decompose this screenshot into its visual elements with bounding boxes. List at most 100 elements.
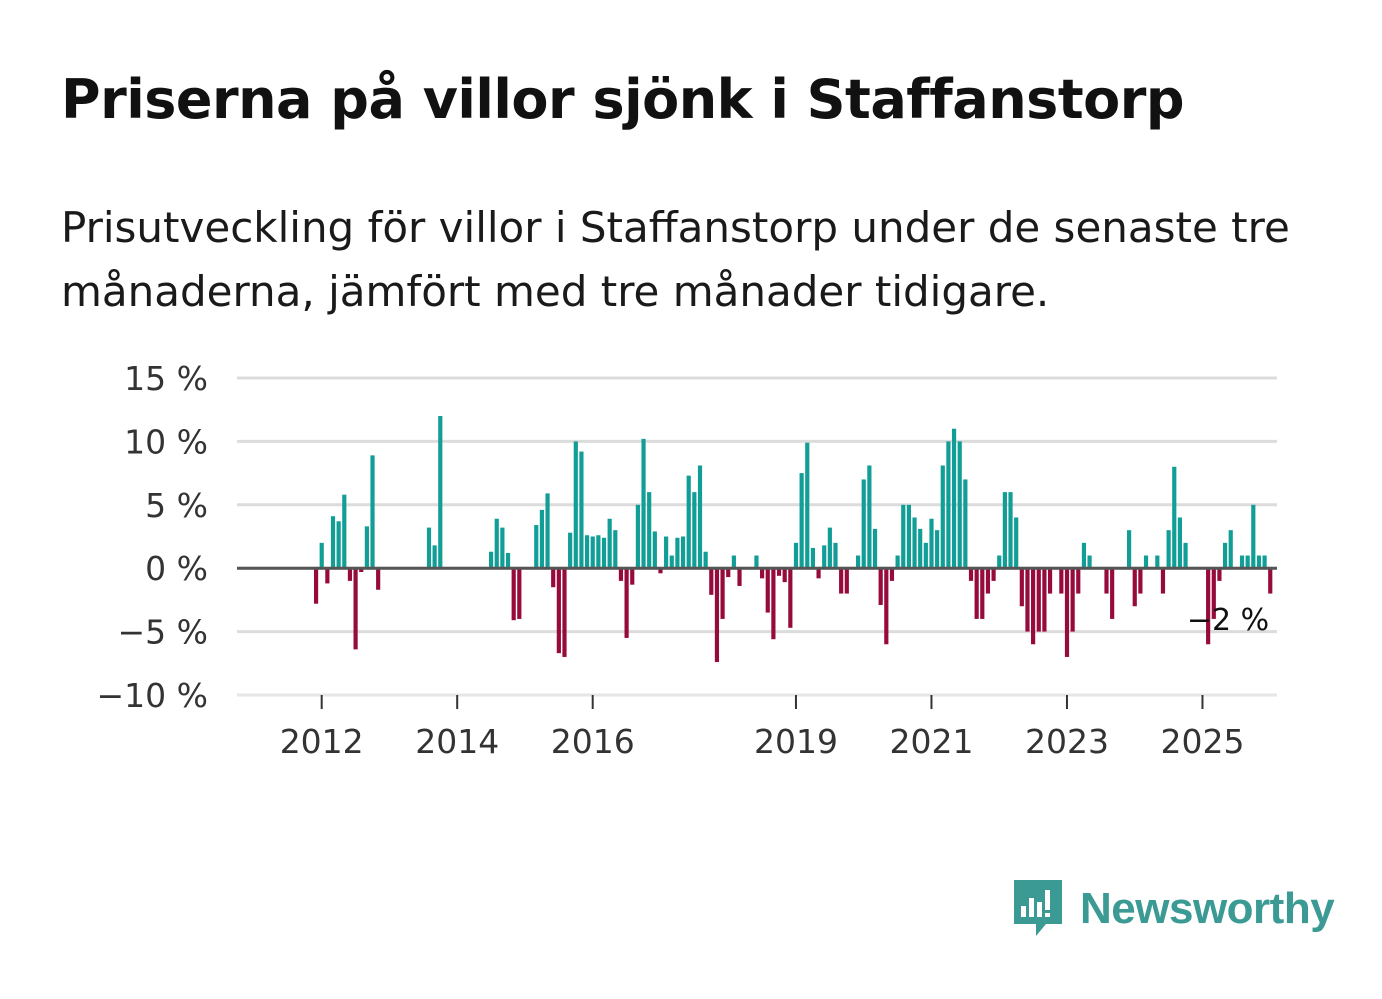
bar — [517, 568, 522, 619]
newsworthy-logo-icon — [1014, 880, 1062, 936]
last-value-label: −2 % — [1187, 603, 1269, 638]
bar — [816, 568, 821, 579]
bar — [799, 473, 804, 569]
bar — [669, 555, 674, 569]
bar — [1031, 568, 1036, 645]
bar — [884, 568, 889, 645]
x-axis: 2012 2014 2016 2019 2021 2023 2025 — [280, 695, 1244, 761]
bar — [1047, 568, 1053, 594]
bar — [1143, 555, 1149, 569]
bar — [364, 526, 369, 569]
bar — [737, 568, 742, 586]
bar — [1245, 555, 1250, 569]
bar — [539, 509, 544, 569]
bar — [940, 465, 945, 569]
bar — [980, 568, 985, 619]
bar — [511, 568, 516, 621]
x-tick-label: 2021 — [889, 722, 973, 761]
bar — [935, 530, 940, 569]
bar — [1256, 555, 1262, 569]
bar — [923, 542, 928, 569]
bar — [1008, 492, 1013, 569]
bar — [856, 555, 861, 569]
bar — [1160, 568, 1166, 594]
bar — [1087, 555, 1092, 569]
bar — [494, 518, 499, 569]
y-tick-label: −5 % — [118, 613, 209, 652]
bar — [1110, 568, 1115, 619]
y-tick-label: −10 % — [97, 676, 209, 715]
bar — [861, 479, 866, 569]
bar — [686, 475, 691, 569]
bar — [568, 532, 573, 569]
bar — [551, 568, 556, 588]
x-tick-label: 2025 — [1160, 722, 1244, 761]
bar — [573, 441, 578, 569]
bar — [1070, 568, 1075, 632]
bar — [319, 542, 324, 569]
bar — [703, 551, 708, 569]
bar — [1251, 504, 1256, 569]
bar — [1166, 530, 1171, 569]
bar — [432, 545, 437, 569]
bar — [788, 568, 793, 628]
bar — [827, 527, 832, 569]
bar — [618, 568, 624, 581]
bar — [714, 568, 720, 663]
bar — [545, 493, 550, 569]
y-tick-label: 0 % — [145, 549, 208, 588]
bar — [1064, 568, 1070, 657]
bar — [754, 555, 759, 569]
bar — [359, 568, 364, 572]
bar — [1206, 568, 1211, 645]
brand-name: Newsworthy — [1080, 884, 1335, 933]
bar — [534, 525, 539, 569]
bar — [1002, 492, 1007, 569]
x-tick-label: 2019 — [754, 722, 838, 761]
bar — [342, 494, 347, 569]
bar — [1262, 555, 1267, 569]
bar — [895, 555, 900, 569]
bar — [1183, 542, 1188, 569]
bar — [624, 568, 629, 638]
bar — [596, 535, 601, 569]
bar — [946, 441, 951, 569]
bar — [675, 537, 680, 569]
bar — [353, 568, 358, 650]
bar — [889, 568, 895, 581]
bar — [1081, 542, 1087, 569]
bar — [330, 516, 336, 569]
bar-series — [313, 416, 1273, 663]
bar — [833, 542, 838, 569]
bar — [1019, 568, 1024, 607]
bar — [1127, 530, 1132, 569]
bar — [997, 555, 1002, 569]
bar — [376, 568, 381, 590]
bar — [867, 465, 872, 569]
bar — [347, 568, 353, 581]
bar — [1138, 568, 1143, 594]
bar — [1042, 568, 1047, 632]
bar — [692, 492, 697, 569]
gridlines — [237, 376, 1277, 697]
bar — [1217, 568, 1222, 581]
bar — [1036, 568, 1041, 632]
bar — [974, 568, 979, 619]
bar — [726, 568, 731, 578]
bar — [630, 568, 635, 585]
bar — [929, 518, 934, 569]
bar — [1172, 466, 1177, 569]
y-axis: 15 % 10 % 5 % 0 % −5 % −10 % — [97, 359, 209, 715]
bar — [607, 518, 612, 569]
bar — [505, 552, 511, 569]
bar — [709, 568, 714, 595]
bar — [901, 504, 906, 569]
y-tick-label: 15 % — [124, 359, 208, 398]
bar — [658, 568, 663, 574]
bar — [1104, 568, 1109, 594]
bar — [771, 568, 776, 640]
bar — [313, 568, 319, 604]
bar — [325, 568, 330, 584]
bar — [760, 568, 765, 579]
bar — [731, 555, 736, 569]
